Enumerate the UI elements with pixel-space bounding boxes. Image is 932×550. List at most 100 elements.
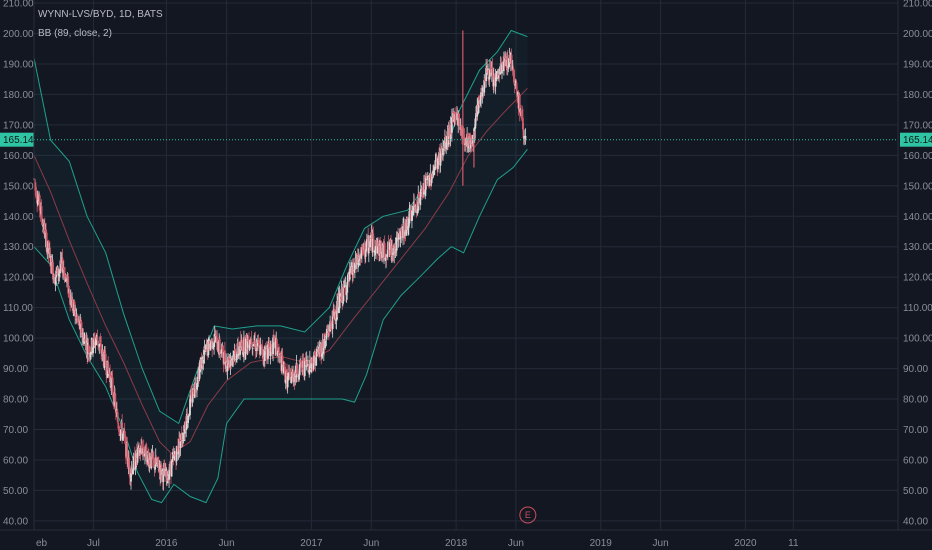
candle-body (43, 224, 46, 238)
candle-body (514, 84, 517, 86)
candle-body (244, 338, 247, 354)
right-price-axis[interactable]: 40.00 50.00 60.00 70.00 80.00 90.00 100.00 110.… (897, 0, 932, 530)
candle-body (111, 377, 114, 394)
candle-body (137, 447, 139, 454)
event-circle[interactable] (519, 506, 537, 524)
basis-line (33, 87, 528, 455)
candle-body (267, 344, 269, 359)
candle-body (96, 336, 99, 341)
candle-body (448, 126, 451, 137)
candle-body (171, 459, 174, 463)
candle-body (513, 75, 515, 77)
candle-body (143, 451, 146, 456)
y-tick-label: 110.00 (903, 303, 932, 314)
candle-body (464, 143, 467, 145)
candle-body (513, 78, 516, 85)
candle-body (387, 242, 390, 251)
candle-body (392, 253, 394, 256)
candle-body (233, 350, 236, 360)
band-fill (34, 30, 528, 503)
candle-body (473, 127, 476, 139)
candle-body (104, 352, 106, 355)
candle-body (496, 72, 499, 74)
candle-body (474, 118, 477, 129)
candle-body (168, 474, 170, 480)
candle-body (407, 225, 410, 231)
candle-body (152, 452, 155, 460)
candle-body (457, 114, 460, 126)
candle-body (350, 266, 352, 273)
candle-body (59, 259, 62, 270)
x-tick-label: Jun (653, 538, 669, 549)
candle-body (300, 360, 302, 363)
candle-body (371, 234, 374, 252)
candle-body (376, 241, 379, 254)
candle-body (121, 422, 124, 439)
candle-body (369, 239, 372, 242)
candle-body (174, 454, 177, 457)
candle-body (187, 415, 189, 424)
candle-body (99, 343, 101, 345)
candle-body (341, 288, 344, 303)
candle-body (193, 394, 196, 397)
candle-body (380, 243, 383, 260)
candle-body (290, 376, 293, 384)
candle-body (229, 360, 232, 366)
candle-body (331, 310, 334, 329)
candle-body (110, 376, 113, 388)
y-tick-label: 190.00 (3, 59, 34, 70)
candle-body (94, 341, 97, 346)
lower-band (33, 148, 528, 504)
candle-body (184, 424, 187, 430)
candle-body (36, 199, 39, 205)
candle-body (265, 348, 268, 359)
candle-body (374, 249, 377, 253)
candle-body (256, 340, 259, 347)
y-tick-label: 180.00 (3, 90, 34, 101)
candle-body (202, 355, 205, 364)
y-tick-label: 160.00 (3, 151, 34, 162)
candle-body (114, 401, 117, 414)
candle-body (328, 332, 331, 334)
candle-body (243, 337, 246, 354)
candle-body (339, 294, 342, 296)
current-price-line: 165.14 165.14 (0, 132, 932, 147)
candle-body (324, 334, 326, 349)
candle-body (367, 243, 370, 254)
candle-body (274, 335, 276, 349)
candle-body (289, 369, 292, 375)
candle-body (45, 232, 48, 252)
candle-body (385, 257, 387, 261)
earnings-event-marker[interactable]: E (519, 506, 537, 524)
candle-body (116, 412, 119, 423)
candle-body (92, 347, 94, 354)
candle-body (242, 351, 245, 355)
candle-body (294, 372, 297, 382)
candle-body (203, 346, 206, 355)
price-label-left-text: 165.14 (3, 135, 34, 146)
candle-body (471, 142, 474, 144)
y-tick-label: 150.00 (3, 181, 34, 192)
candle-body (248, 339, 250, 349)
candle-body (196, 383, 198, 389)
candle-body (63, 271, 66, 274)
x-tick-label: 2017 (300, 538, 323, 549)
candle-body (338, 294, 341, 309)
candle-body (520, 110, 522, 112)
candle-body (35, 186, 37, 197)
candle-body (237, 342, 240, 355)
candle-body (430, 179, 433, 184)
candle-body (313, 351, 316, 362)
candle-body (258, 341, 261, 345)
candle-body (218, 338, 221, 353)
time-axis[interactable]: eb Jul 2016 Jun 2017 Jun 2018 Jun 2019 Jun 2020 11 (36, 538, 799, 549)
candle-body (128, 457, 131, 467)
candle-body (241, 342, 243, 347)
candle-body (180, 434, 183, 442)
candle-body (310, 363, 313, 369)
candle-body (192, 389, 195, 398)
left-price-axis[interactable]: 40.00 50.00 60.00 70.00 80.00 90.00 100.00 110.… (3, 0, 35, 530)
candle-body (189, 399, 191, 415)
candle-body (397, 234, 400, 240)
